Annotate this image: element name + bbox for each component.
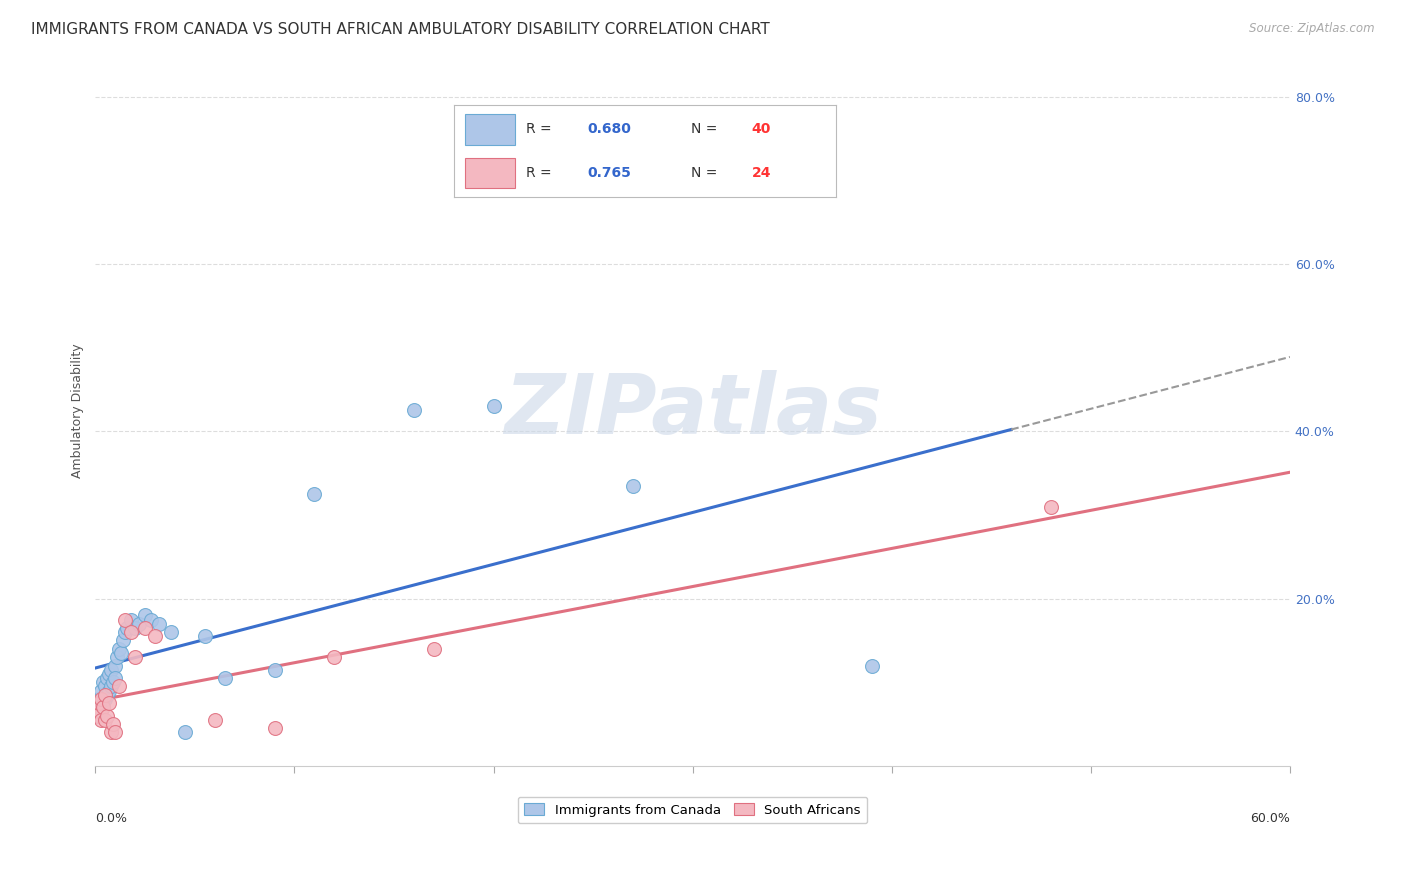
Point (90, 705, 112, 719)
Point (621, 479, 644, 493)
Point (134, 608, 156, 623)
Point (143, 629, 166, 643)
Point (90, 713, 112, 727)
Point (402, 403, 425, 417)
Point (100, 663, 122, 677)
Point (134, 621, 156, 635)
Point (103, 717, 125, 731)
Point (100, 725, 122, 739)
Point (263, 663, 285, 677)
Point (89, 705, 111, 719)
Legend: Immigrants from Canada, South Africans: Immigrants from Canada, South Africans (517, 797, 868, 823)
Point (114, 625, 136, 640)
Point (323, 650, 346, 665)
Text: ZIPatlas: ZIPatlas (503, 370, 882, 451)
Point (120, 613, 142, 627)
Point (104, 725, 127, 739)
Point (860, 658, 883, 673)
Point (94, 692, 117, 706)
Point (86, 708, 108, 723)
Y-axis label: Ambulatory Disability: Ambulatory Disability (72, 343, 84, 478)
Point (115, 621, 138, 635)
Point (98, 683, 121, 698)
Point (124, 621, 146, 635)
Point (214, 671, 236, 685)
Point (304, 487, 326, 501)
Point (139, 613, 162, 627)
Point (100, 680, 122, 694)
Point (91, 675, 114, 690)
Point (124, 650, 146, 665)
Point (91, 696, 114, 710)
Point (148, 616, 170, 631)
Point (94, 713, 117, 727)
Text: Source: ZipAtlas.com: Source: ZipAtlas.com (1250, 22, 1375, 36)
Point (104, 658, 127, 673)
Point (128, 616, 150, 631)
Point (96, 688, 118, 702)
Point (482, 400, 505, 414)
Point (96, 708, 118, 723)
Text: 60.0%: 60.0% (1250, 812, 1289, 825)
Point (174, 725, 197, 739)
Point (104, 671, 127, 685)
Point (89, 696, 111, 710)
Point (204, 713, 226, 727)
Point (194, 629, 217, 643)
Point (108, 641, 131, 656)
Point (89, 692, 111, 706)
Point (90, 683, 112, 698)
Point (91, 700, 114, 714)
Text: 0.0%: 0.0% (96, 812, 128, 825)
Point (263, 721, 285, 735)
Point (94, 680, 117, 694)
Point (98, 666, 121, 681)
Point (160, 625, 183, 640)
Text: IMMIGRANTS FROM CANADA VS SOUTH AFRICAN AMBULATORY DISABILITY CORRELATION CHART: IMMIGRANTS FROM CANADA VS SOUTH AFRICAN … (31, 22, 769, 37)
Point (1040, 500, 1063, 514)
Point (94, 688, 117, 702)
Point (120, 625, 142, 640)
Point (103, 675, 125, 690)
Point (423, 641, 446, 656)
Point (86, 708, 108, 723)
Point (105, 650, 128, 665)
Point (112, 633, 135, 648)
Point (89, 700, 111, 714)
Point (110, 646, 132, 660)
Point (114, 613, 136, 627)
Point (96, 671, 118, 685)
Point (108, 680, 131, 694)
Point (90, 692, 112, 706)
Point (98, 696, 121, 710)
